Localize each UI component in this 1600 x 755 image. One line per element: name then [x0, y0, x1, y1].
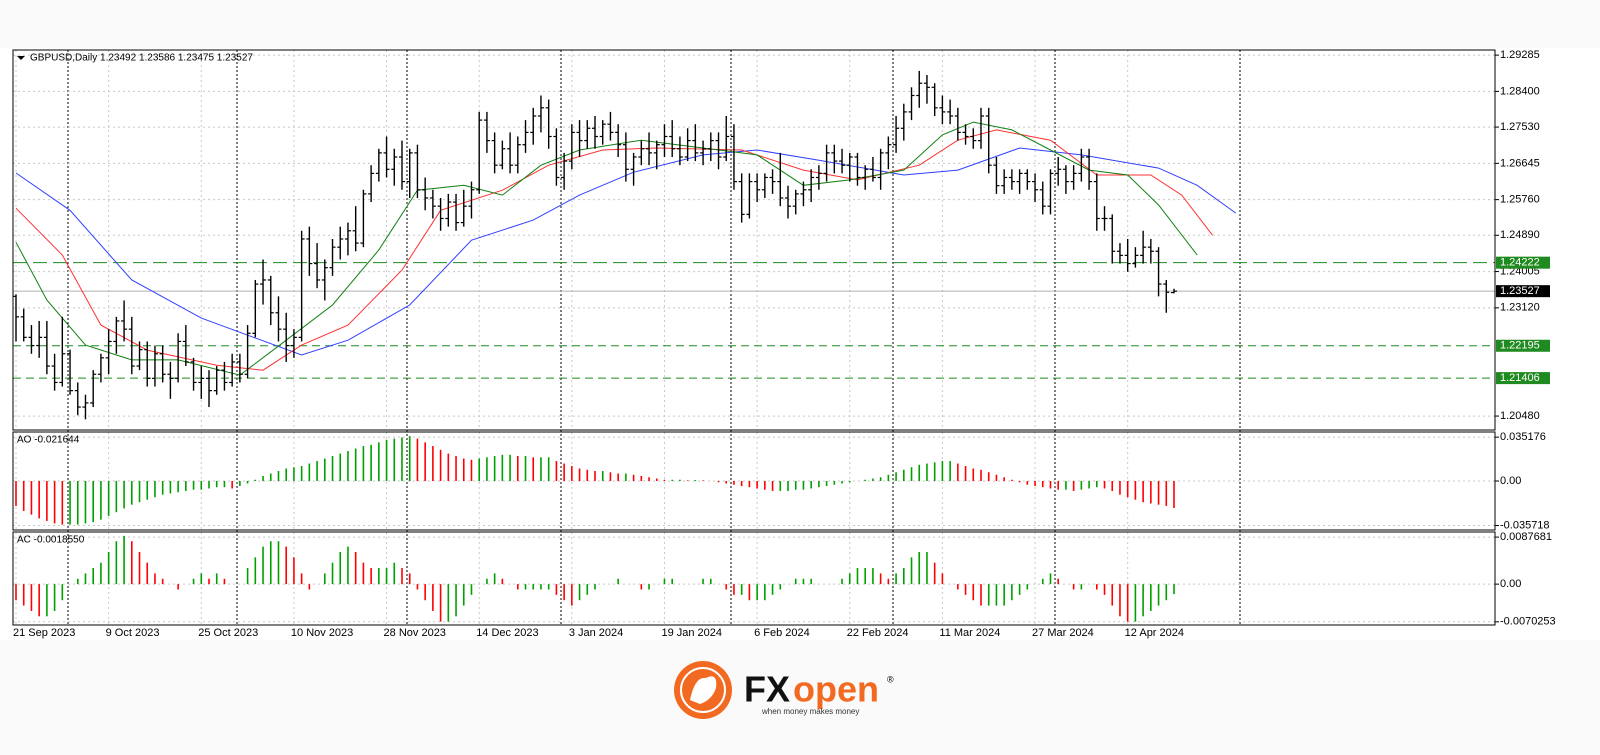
x-tick-label: 22 Feb 2024	[847, 627, 909, 639]
level-label: 1.24222	[1500, 257, 1540, 269]
x-tick-label: 25 Oct 2023	[198, 627, 258, 639]
logo-registered: ®	[887, 674, 894, 684]
y-tick-label: 0.00	[1500, 578, 1521, 590]
symbol-menu-arrow[interactable]	[17, 56, 25, 60]
chart-window	[0, 48, 1600, 640]
level-label-box	[1496, 339, 1550, 352]
x-tick-label: 9 Oct 2023	[106, 627, 160, 639]
chart-header: GBPUSD,Daily 1.23492 1.23586 1.23475 1.2…	[30, 53, 253, 64]
y-tick-label: -0.0070253	[1500, 616, 1556, 628]
ac-header: AC -0.0018550	[17, 535, 85, 546]
panel-frames	[12, 49, 1496, 626]
chart-layer: 1.29285 1.28400 1.27530 1.26645 1.25760 1.248…	[13, 49, 1556, 639]
x-tick-label: 3 Jan 2024	[569, 627, 623, 639]
y-tick-label: 0.00	[1500, 475, 1521, 487]
alligator-line	[15, 129, 1213, 371]
x-tick-label: 6 Feb 2024	[754, 627, 810, 639]
x-tick-label: 10 Nov 2023	[291, 627, 353, 639]
y-tick-label: 0.0087681	[1500, 531, 1552, 543]
level-label-box	[1496, 256, 1550, 269]
current-price-box	[1496, 285, 1550, 298]
x-tick-label: 27 Mar 2024	[1032, 627, 1094, 639]
level-label-box	[1496, 372, 1550, 385]
alligator-line	[15, 121, 1198, 376]
y-tick-label: 1.24890	[1500, 229, 1540, 241]
logo: FX open ® when money makes money	[674, 661, 894, 719]
x-tick-label: 19 Jan 2024	[661, 627, 722, 639]
logo-bull	[690, 676, 717, 704]
logo-open: open	[793, 669, 879, 710]
y-tick-label: 1.26645	[1500, 157, 1540, 169]
logo-emblem-ring	[680, 667, 726, 713]
logo-fx: FX	[744, 669, 790, 710]
x-tick-label: 28 Nov 2023	[384, 627, 446, 639]
x-tick-label: 12 Apr 2024	[1125, 627, 1184, 639]
y-tick-label: 1.23120	[1500, 302, 1540, 314]
current-price-label: 1.23527	[1500, 285, 1540, 297]
ao-header: AO -0.021644	[17, 435, 80, 446]
y-tick-label: 0.035176	[1500, 431, 1546, 443]
y-tick-label: 1.25760	[1500, 194, 1540, 206]
x-tick-label: 11 Mar 2024	[939, 627, 1000, 639]
y-tick-label: 1.29285	[1500, 49, 1540, 61]
x-tick-label: 21 Sep 2023	[13, 627, 75, 639]
y-tick-label: 1.28400	[1500, 85, 1540, 97]
level-label: 1.22195	[1500, 340, 1540, 352]
logo-tagline: when money makes money	[761, 707, 859, 716]
x-tick-label: 14 Dec 2023	[476, 627, 538, 639]
y-tick-label: 1.27530	[1500, 121, 1540, 133]
level-label: 1.21406	[1500, 372, 1540, 384]
y-tick-label: 1.20480	[1500, 410, 1540, 422]
y-tick-label: -0.035718	[1500, 519, 1550, 531]
